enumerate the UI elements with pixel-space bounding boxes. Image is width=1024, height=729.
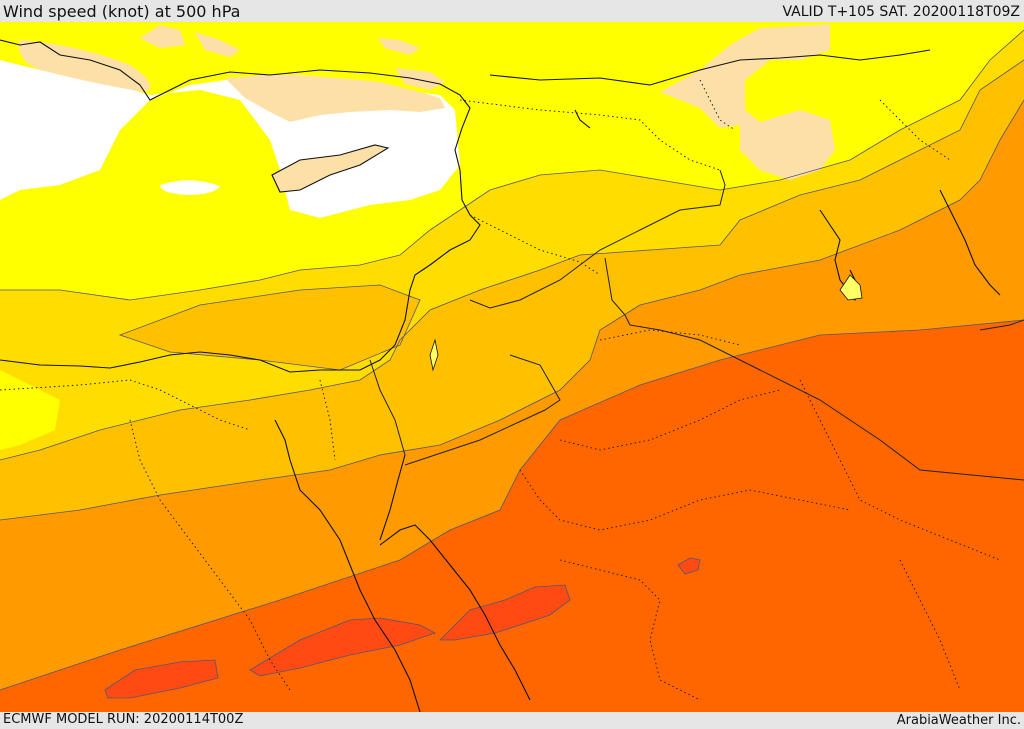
band-6-patch-1 bbox=[104, 659, 219, 699]
light-region-northwest bbox=[19, 40, 150, 92]
speed-contours bbox=[0, 29, 1024, 691]
valid-time-label: VALID T+105 SAT. 20200118T09Z bbox=[782, 4, 1020, 20]
weather-map[interactable] bbox=[0, 22, 1024, 712]
lakes bbox=[429, 274, 863, 372]
map-title: Wind speed (knot) at 500 hPa bbox=[3, 2, 241, 21]
political-borders bbox=[0, 79, 1001, 701]
header-bar: Wind speed (knot) at 500 hPa VALID T+105… bbox=[0, 0, 1024, 22]
calm-region-oval bbox=[160, 180, 220, 195]
light-region-aegean bbox=[140, 25, 185, 48]
light-region-b bbox=[378, 38, 420, 55]
band-1-west-patch bbox=[0, 370, 60, 450]
light-region-cyprus bbox=[272, 145, 388, 192]
model-run-label: ECMWF MODEL RUN: 20200114T00Z bbox=[3, 712, 244, 727]
wind-speed-map-svg bbox=[0, 22, 1024, 712]
light-region-c bbox=[395, 68, 445, 90]
band-6-patch-3 bbox=[439, 584, 571, 641]
light-region-northeast bbox=[660, 24, 835, 180]
band-3-west-patch bbox=[120, 285, 420, 370]
coastlines bbox=[0, 39, 1001, 712]
band-6-patch-4 bbox=[677, 557, 701, 575]
light-region-a bbox=[195, 32, 240, 57]
light-region-anatolia bbox=[225, 74, 445, 122]
credit-label: ArabiaWeather Inc. bbox=[896, 713, 1021, 728]
footer-bar: ECMWF MODEL RUN: 20200114T00Z ArabiaWeat… bbox=[0, 712, 1024, 729]
band-6-patch-2 bbox=[249, 617, 436, 677]
national-borders bbox=[369, 169, 1024, 481]
